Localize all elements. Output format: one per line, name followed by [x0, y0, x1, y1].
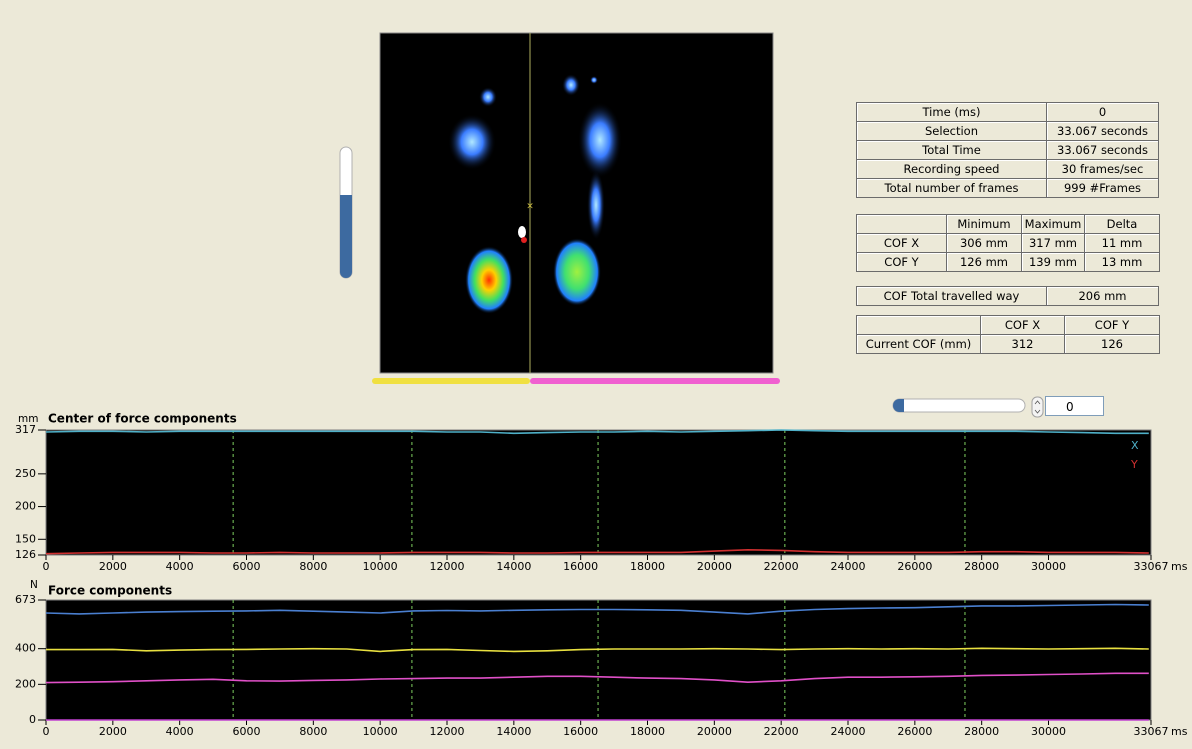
- x-tick-label: 0: [43, 725, 50, 738]
- x-tick-label: 12000: [430, 725, 465, 738]
- x-tick-label: 8000: [299, 725, 327, 738]
- x-tick-label: 4000: [166, 560, 194, 573]
- row-label: Total Time: [857, 141, 1047, 160]
- cell: 139 mm: [1022, 253, 1085, 272]
- x-unit: ms: [1171, 560, 1188, 573]
- x-tick-label: 14000: [496, 725, 531, 738]
- chart-title: Force components: [48, 584, 172, 598]
- y-tick-label: 150: [15, 532, 36, 545]
- x-tick-label: 16000: [563, 560, 598, 573]
- y-tick-label: 400: [15, 642, 36, 655]
- x-tick-label: 6000: [233, 560, 261, 573]
- cell: 999 #Frames: [1047, 179, 1159, 198]
- chart: Force components N 0 200 400 673 0 2000 4000 6000…: [15, 579, 1188, 738]
- x-tick-label: 14000: [496, 560, 531, 573]
- x-tick-label: 20000: [697, 560, 732, 573]
- cell: 317 mm: [1022, 234, 1085, 253]
- x-tick-label: 33067: [1134, 725, 1169, 738]
- row-label: COF Total travelled way: [857, 287, 1047, 306]
- y-tick-label: 0: [29, 713, 36, 726]
- cell: 30 frames/sec: [1047, 160, 1159, 179]
- row-label: COF Y: [857, 253, 947, 272]
- x-tick-label: 12000: [430, 560, 465, 573]
- row-label: Recording speed: [857, 160, 1047, 179]
- y-unit: N: [30, 579, 38, 591]
- cell: 11 mm: [1085, 234, 1160, 253]
- x-tick-label: 8000: [299, 560, 327, 573]
- vertical-slider[interactable]: [340, 147, 352, 278]
- cell: 33.067 seconds: [1047, 141, 1159, 160]
- x-tick-label: 24000: [831, 725, 866, 738]
- x-tick-label: 20000: [697, 725, 732, 738]
- row-label: Time (ms): [857, 103, 1047, 122]
- x-tick-label: 30000: [1031, 725, 1066, 738]
- horizontal-slider[interactable]: [893, 399, 1025, 412]
- x-tick-label: 22000: [764, 725, 799, 738]
- x-unit: ms: [1171, 725, 1188, 738]
- empty-cell: [857, 316, 981, 335]
- header-cell: COF Y: [1065, 316, 1160, 335]
- row-label: Selection: [857, 122, 1047, 141]
- chart: Center of force componentsmm126150200250…: [15, 412, 1188, 574]
- frame-input[interactable]: 0: [1045, 396, 1104, 416]
- y-tick-label: 673: [15, 593, 36, 606]
- empty-cell: [857, 215, 947, 234]
- row-label: COF X: [857, 234, 947, 253]
- x-tick-label: 28000: [964, 560, 999, 573]
- pressure-image: ×: [380, 33, 773, 373]
- x-tick-label: 0: [43, 560, 50, 573]
- x-tick-label: 10000: [363, 560, 398, 573]
- row-label: Current COF (mm): [857, 335, 981, 354]
- y-tick-label: 250: [15, 467, 36, 480]
- x-tick-label: 16000: [563, 725, 598, 738]
- y-tick-label: 317: [15, 423, 36, 436]
- x-tick-label: 2000: [99, 560, 127, 573]
- y-tick-label: 126: [15, 548, 36, 561]
- app-window: × Center of force componentsmm1261502002…: [0, 0, 1192, 749]
- x-tick-label: 18000: [630, 725, 665, 738]
- header-cell: COF X: [981, 316, 1065, 335]
- y-tick-label: 200: [15, 500, 36, 513]
- timeline-bar[interactable]: [372, 378, 780, 384]
- chart-title: Center of force components: [48, 412, 237, 426]
- cell: 0: [1047, 103, 1159, 122]
- cell: 13 mm: [1085, 253, 1160, 272]
- header-cell: Delta: [1085, 215, 1160, 234]
- x-tick-label: 10000: [363, 725, 398, 738]
- x-tick-label: 22000: [764, 560, 799, 573]
- cell: 33.067 seconds: [1047, 122, 1159, 141]
- legend-entry: X: [1131, 439, 1139, 452]
- legend-entry: Y: [1130, 458, 1138, 471]
- cell: 126 mm: [947, 253, 1022, 272]
- x-tick-label: 4000: [166, 725, 194, 738]
- header-cell: Maximum: [1022, 215, 1085, 234]
- x-tick-label: 26000: [897, 725, 932, 738]
- x-tick-label: 33067: [1134, 560, 1169, 573]
- x-tick-label: 24000: [831, 560, 866, 573]
- svg-text:×: ×: [526, 202, 534, 212]
- x-tick-label: 26000: [897, 560, 932, 573]
- x-tick-label: 28000: [964, 725, 999, 738]
- cell: 306 mm: [947, 234, 1022, 253]
- x-tick-label: 30000: [1031, 560, 1066, 573]
- cell: 312: [981, 335, 1065, 354]
- x-tick-label: 2000: [99, 725, 127, 738]
- spinner[interactable]: [1032, 397, 1043, 417]
- y-tick-label: 200: [15, 677, 36, 690]
- row-label: Total number of frames: [857, 179, 1047, 198]
- cell: 126: [1065, 335, 1160, 354]
- x-tick-label: 18000: [630, 560, 665, 573]
- x-tick-label: 6000: [233, 725, 261, 738]
- header-cell: Minimum: [947, 215, 1022, 234]
- cell: 206 mm: [1047, 287, 1159, 306]
